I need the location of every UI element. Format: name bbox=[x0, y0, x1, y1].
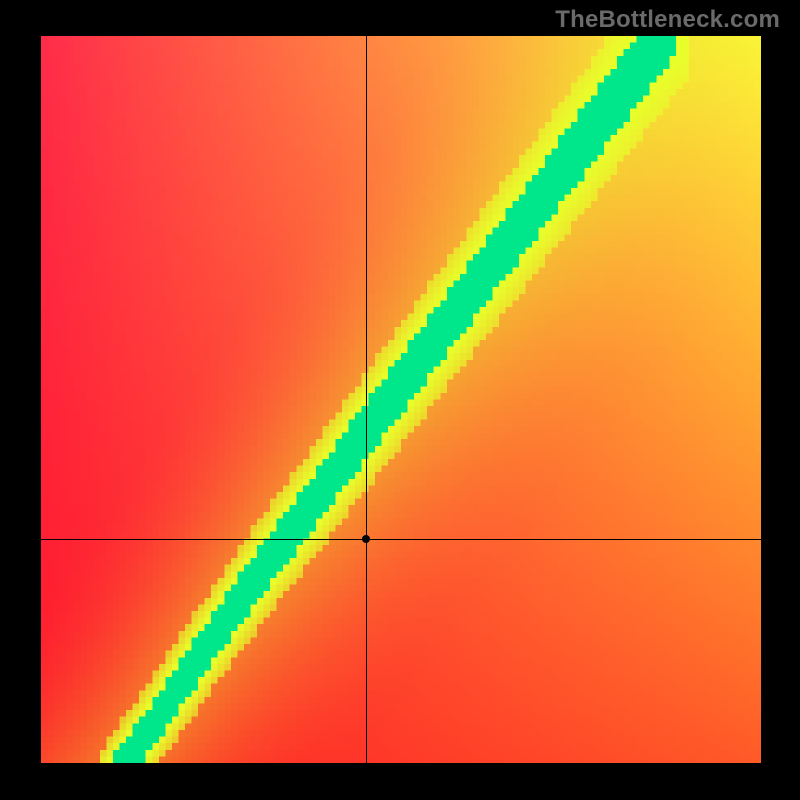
heatmap-canvas bbox=[41, 36, 761, 763]
heatmap-plot bbox=[41, 36, 761, 763]
watermark-text: TheBottleneck.com bbox=[555, 6, 780, 34]
crosshair-horizontal bbox=[41, 539, 761, 540]
selection-marker-dot bbox=[362, 535, 370, 543]
crosshair-vertical bbox=[366, 36, 367, 763]
